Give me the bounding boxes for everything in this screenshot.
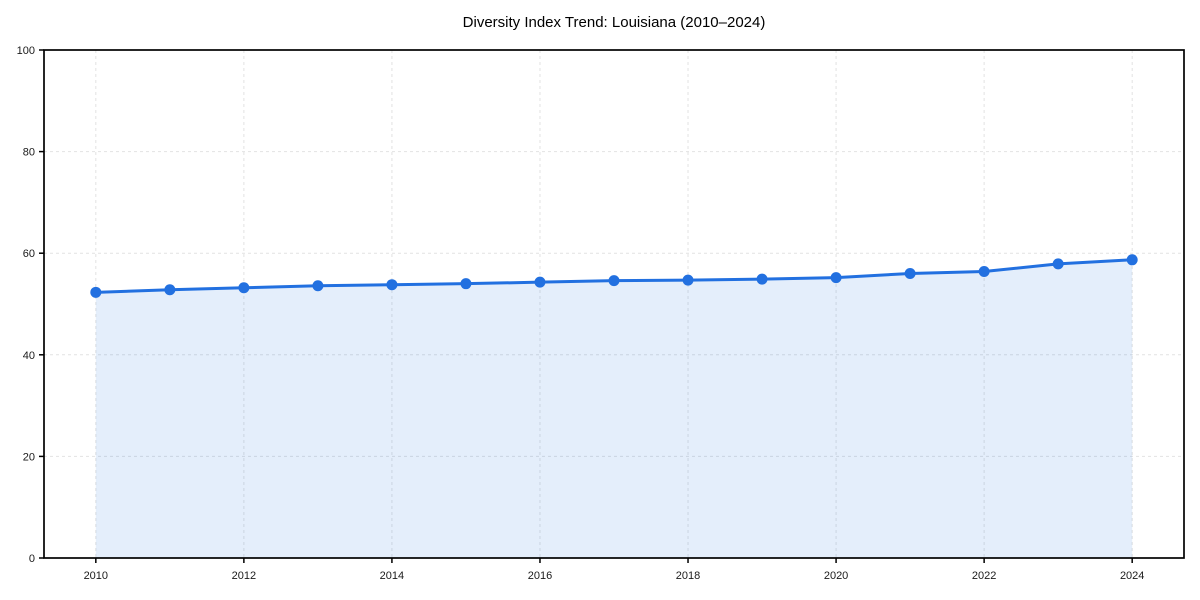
- data-point-marker: [1052, 258, 1064, 270]
- plot-border-rect: [43, 49, 1185, 559]
- y-axis-tick-label: 80: [23, 147, 35, 159]
- data-point-marker: [460, 278, 472, 290]
- data-point-marker: [904, 268, 916, 280]
- data-point-marker: [534, 276, 546, 288]
- plot-border: [43, 49, 1185, 559]
- y-axis-tick-label: 40: [23, 350, 35, 362]
- x-axis-tick-label: 2012: [232, 570, 256, 582]
- x-axis-tick-label: 2020: [824, 570, 848, 582]
- data-point-marker: [312, 280, 324, 292]
- x-axis-tick-label: 2016: [528, 570, 552, 582]
- data-point-marker: [978, 265, 990, 277]
- y-axis-tick-label: 20: [23, 451, 35, 463]
- y-axis-tick-label: 0: [29, 553, 35, 565]
- y-axis-tick-label: 100: [17, 45, 35, 57]
- y-axis-tick-label: 60: [23, 248, 35, 260]
- data-point-marker: [682, 274, 694, 286]
- area-fill-path: [95, 259, 1133, 558]
- gridlines: [44, 49, 1184, 559]
- data-point-marker: [90, 286, 102, 298]
- x-axis-tick-label: 2024: [1120, 570, 1144, 582]
- x-axis-tick-label: 2014: [380, 570, 404, 582]
- data-point-marker: [608, 275, 620, 287]
- data-point-marker: [756, 273, 768, 285]
- x-axis-tick-label: 2022: [972, 570, 996, 582]
- data-point-marker: [238, 282, 250, 294]
- y-axis: 0 20 40 60 80 100: [17, 45, 44, 565]
- chart-title: Diversity Index Trend: Louisiana (2010–2…: [463, 14, 766, 31]
- data-points: [90, 254, 1138, 298]
- x-axis: 2010 2012 2014 2016 2018 2020 2022 2024: [84, 558, 1144, 582]
- x-axis-tick-label: 2018: [676, 570, 700, 582]
- data-point-marker: [830, 272, 842, 284]
- data-point-marker: [164, 284, 176, 296]
- data-point-marker: [386, 279, 398, 291]
- area-fill: [95, 259, 1133, 558]
- data-point-marker: [1126, 254, 1138, 266]
- x-axis-tick-label: 2010: [84, 570, 108, 582]
